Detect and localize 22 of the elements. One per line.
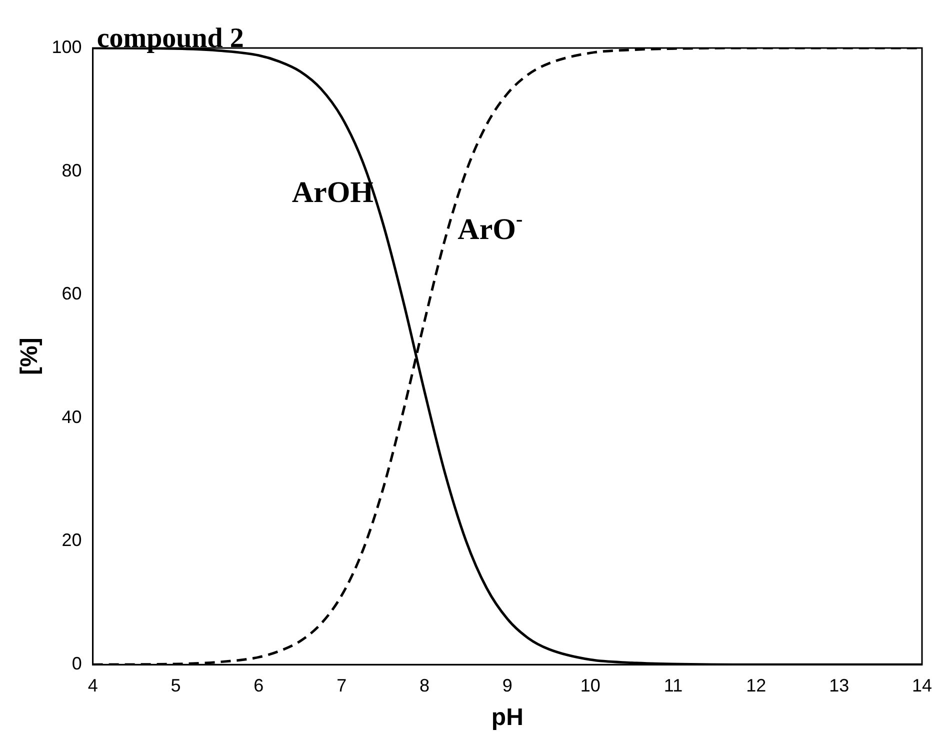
y-tick-label: 100 — [52, 36, 82, 57]
x-axis-title: pH — [491, 704, 524, 732]
x-tick-label: 14 — [912, 675, 932, 696]
y-tick-label: 0 — [72, 654, 82, 674]
y-tick-label: 80 — [62, 160, 82, 180]
x-tick-label: 9 — [502, 675, 512, 696]
x-tick-label: 6 — [254, 675, 264, 696]
series-label: ArO- — [458, 208, 523, 246]
series-label: ArOH — [292, 176, 374, 210]
y-tick-label: 20 — [62, 530, 82, 550]
chart-title: compound 2 — [96, 23, 244, 54]
x-tick-label: 11 — [664, 675, 683, 696]
y-tick-label: 60 — [62, 284, 82, 304]
x-tick-label: 12 — [746, 675, 766, 696]
y-tick-label: 40 — [62, 406, 82, 427]
x-tick-label: 10 — [580, 675, 600, 696]
x-tick-label: 7 — [336, 675, 347, 696]
x-tick-label: 5 — [170, 675, 181, 696]
y-axis-title: [%] — [16, 338, 44, 375]
x-tick-label: 13 — [829, 675, 850, 696]
x-tick-label: 4 — [88, 675, 98, 696]
x-tick-label: 8 — [419, 675, 430, 696]
